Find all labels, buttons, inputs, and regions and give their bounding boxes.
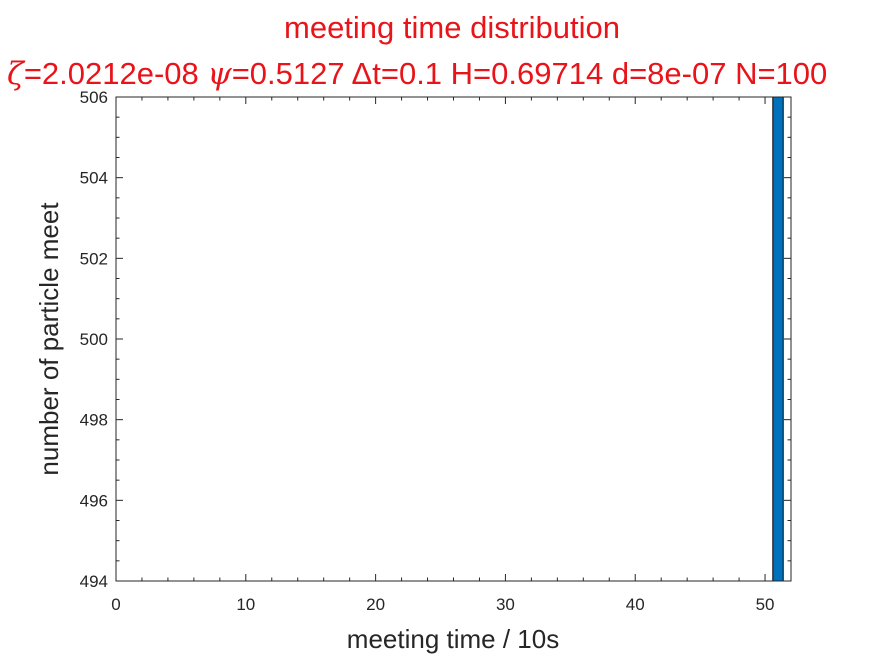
ticks-group [115, 96, 792, 582]
y-tick-label: 504 [80, 169, 108, 188]
chart-title: meeting time distribution [284, 10, 620, 45]
y-tick-label: 498 [80, 411, 108, 430]
y-tick-label: 506 [80, 88, 108, 107]
plot-box [115, 96, 792, 582]
y-tick-label: 496 [80, 491, 108, 510]
chart-subtitle: ζ=2.0212e-08 ψ=0.5127 Δt=0.1 H=0.69714 d… [7, 56, 827, 92]
y-tick-label: 494 [80, 572, 108, 591]
x-tick-label: 10 [236, 595, 255, 614]
x-tick-labels: 0 10 20 30 40 50 [111, 595, 774, 614]
bars-group [772, 96, 784, 582]
x-tick-label: 40 [626, 595, 645, 614]
zeta-symbol: ζ [7, 56, 26, 92]
psi-value: =0.5127 [232, 56, 352, 91]
y-tick-label: 500 [80, 330, 108, 349]
y-tick-labels: 494 496 498 500 502 504 506 [80, 88, 108, 591]
subtitle-rest: Δt=0.1 H=0.69714 d=8e-07 N=100 [352, 56, 828, 91]
y-tick-label: 502 [80, 249, 108, 268]
x-tick-label: 0 [111, 595, 120, 614]
x-tick-label: 20 [366, 595, 385, 614]
zeta-value: =2.0212e-08 [24, 56, 208, 91]
bar [772, 96, 784, 582]
x-tick-label: 30 [496, 595, 515, 614]
y-axis-label: number of particle meet [34, 202, 64, 476]
psi-symbol: ψ [207, 56, 232, 92]
x-tick-label: 50 [756, 595, 775, 614]
x-axis-label: meeting time / 10s [347, 624, 559, 654]
